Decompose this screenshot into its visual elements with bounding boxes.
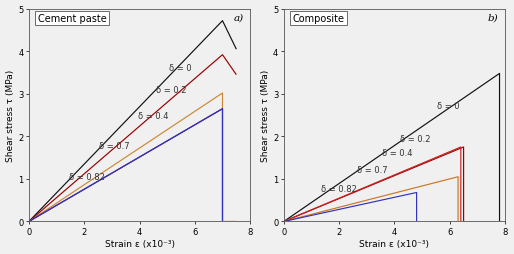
X-axis label: Strain ε (x10⁻³): Strain ε (x10⁻³)	[104, 239, 175, 248]
Text: δ = 0.82: δ = 0.82	[321, 184, 357, 193]
Text: δ = 0: δ = 0	[169, 64, 191, 73]
X-axis label: Strain ε (x10⁻³): Strain ε (x10⁻³)	[359, 239, 430, 248]
Text: δ = 0.7: δ = 0.7	[100, 142, 130, 151]
Text: δ = 0.82: δ = 0.82	[69, 172, 105, 182]
Y-axis label: Shear stress τ (MPa): Shear stress τ (MPa)	[6, 70, 15, 162]
Text: δ = 0.7: δ = 0.7	[357, 165, 388, 174]
Text: Composite: Composite	[292, 14, 345, 24]
Text: a): a)	[233, 14, 244, 23]
Text: δ = 0: δ = 0	[437, 102, 460, 111]
Y-axis label: Shear stress τ (MPa): Shear stress τ (MPa)	[261, 70, 270, 162]
Text: δ = 0.4: δ = 0.4	[382, 148, 413, 157]
Text: b): b)	[488, 14, 499, 23]
Text: Cement paste: Cement paste	[38, 14, 106, 24]
Text: δ = 0.2: δ = 0.2	[156, 86, 187, 95]
Text: δ = 0.2: δ = 0.2	[400, 134, 431, 144]
Text: δ = 0.4: δ = 0.4	[138, 111, 169, 120]
